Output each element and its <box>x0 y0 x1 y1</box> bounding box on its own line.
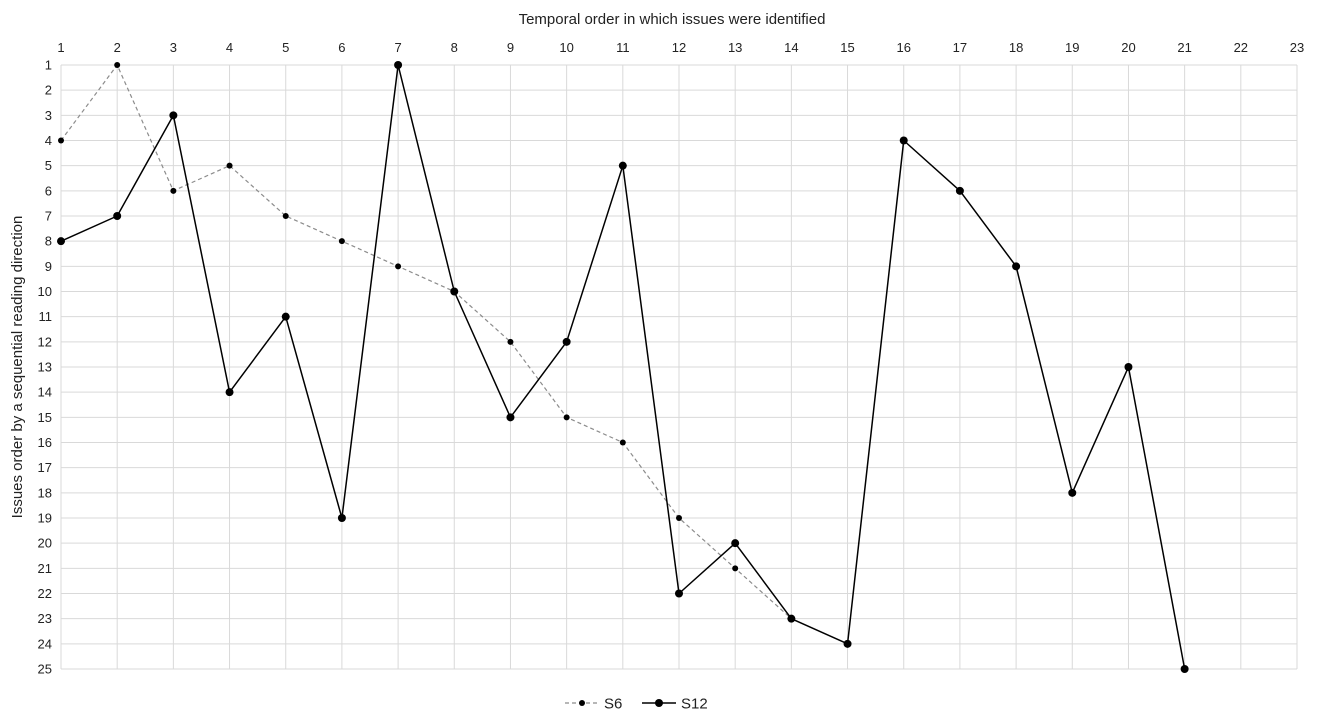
y-axis-title: Issues order by a sequential reading dir… <box>9 216 26 519</box>
data-point-s12 <box>394 61 403 69</box>
legend-marker-s6 <box>579 700 585 706</box>
data-point-s12 <box>1068 488 1077 497</box>
x-tick-label: 10 <box>559 40 573 55</box>
data-point-s12 <box>562 337 571 346</box>
data-point-s6 <box>619 439 626 446</box>
data-point-s6 <box>170 187 177 194</box>
series-lines <box>57 61 1189 673</box>
y-tick-label: 4 <box>45 133 52 148</box>
x-tick-label: 6 <box>338 40 345 55</box>
x-tick-label: 23 <box>1290 40 1304 55</box>
data-point-s12 <box>113 212 122 220</box>
y-tick-label: 18 <box>38 485 52 500</box>
y-tick-label: 5 <box>45 158 52 173</box>
x-tick-label: 19 <box>1065 40 1079 55</box>
x-tick-label: 15 <box>840 40 854 55</box>
legend-label-s12: S12 <box>681 696 708 713</box>
y-tick-label: 11 <box>39 309 53 324</box>
x-tick-label: 2 <box>114 40 121 55</box>
data-point-s12 <box>1124 363 1133 371</box>
y-tick-label: 24 <box>38 636 52 651</box>
data-point-s12 <box>1012 262 1021 271</box>
x-tick-label: 22 <box>1234 40 1248 55</box>
data-point-s6 <box>282 213 289 219</box>
legend: S6 S12 <box>565 696 708 713</box>
legend-item-s6: S6 <box>565 696 622 713</box>
y-tick-label: 19 <box>38 511 52 526</box>
x-tick-label: 8 <box>451 40 458 55</box>
data-point-s12 <box>337 514 346 522</box>
y-tick-label: 12 <box>38 334 52 349</box>
data-point-s12 <box>450 287 459 296</box>
data-point-s12 <box>506 413 515 422</box>
data-point-s6 <box>58 137 64 144</box>
y-tick-label: 6 <box>45 183 52 198</box>
data-point-s12 <box>899 136 908 145</box>
x-tick-label: 16 <box>896 40 910 55</box>
y-tick-label: 2 <box>45 83 52 98</box>
x-tick-labels: 1 2 3 4 5 6 7 8 9 10 11 12 13 14 15 16 17 18 19 20 21 22 23 <box>57 40 1304 55</box>
y-tick-label: 10 <box>38 284 52 299</box>
data-point-s12 <box>57 237 65 246</box>
x-tick-label: 5 <box>282 40 289 55</box>
y-tick-label: 8 <box>45 234 52 249</box>
y-tick-label: 17 <box>38 460 52 475</box>
y-tick-label: 1 <box>45 58 52 73</box>
legend-marker-s12 <box>655 699 663 707</box>
data-point-s12 <box>225 388 234 397</box>
y-tick-label: 21 <box>38 561 52 576</box>
x-tick-label: 1 <box>57 40 64 55</box>
x-tick-label: 18 <box>1009 40 1023 55</box>
x-tick-label: 7 <box>394 40 401 55</box>
data-point-s6 <box>226 162 233 169</box>
gridlines <box>60 64 1298 670</box>
data-point-s12 <box>787 614 796 623</box>
data-point-s12 <box>731 539 740 548</box>
x-axis-title: Temporal order in which issues were iden… <box>519 11 826 28</box>
data-point-s6 <box>338 238 345 245</box>
data-point-s12 <box>169 111 178 120</box>
series-s12 <box>57 61 1189 673</box>
x-tick-label: 9 <box>507 40 514 55</box>
y-tick-label: 13 <box>38 360 52 375</box>
y-tick-label: 15 <box>38 410 52 425</box>
data-point-s12 <box>281 312 290 321</box>
x-tick-label: 13 <box>728 40 742 55</box>
x-tick-label: 14 <box>784 40 798 55</box>
data-point-s12 <box>618 161 627 170</box>
legend-item-s12: S12 <box>642 696 708 713</box>
y-tick-labels: 1234567891011121314151617181920212223242… <box>38 58 52 677</box>
y-tick-label: 22 <box>38 586 52 601</box>
y-tick-label: 23 <box>38 611 52 626</box>
y-tick-label: 9 <box>45 259 52 274</box>
x-tick-label: 11 <box>616 40 630 55</box>
data-point-s12 <box>1180 665 1189 673</box>
data-point-s12 <box>843 639 852 648</box>
x-tick-label: 3 <box>170 40 177 55</box>
x-tick-label: 21 <box>1177 40 1191 55</box>
y-tick-label: 7 <box>45 209 52 224</box>
data-point-s6 <box>507 338 514 345</box>
data-point-s12 <box>675 589 683 598</box>
series-line-s6 <box>60 64 792 620</box>
y-tick-label: 20 <box>38 536 52 551</box>
x-tick-label: 17 <box>953 40 967 55</box>
data-point-s6 <box>676 515 682 521</box>
data-point-s6 <box>732 565 739 572</box>
y-tick-label: 3 <box>45 108 52 123</box>
data-point-s6 <box>395 263 402 270</box>
x-tick-label: 20 <box>1121 40 1135 55</box>
y-tick-label: 14 <box>38 385 52 400</box>
y-tick-label: 16 <box>38 435 52 450</box>
x-tick-label: 12 <box>672 40 686 55</box>
legend-label-s6: S6 <box>604 696 622 713</box>
y-tick-label: 25 <box>38 662 52 677</box>
data-point-s6 <box>563 414 570 421</box>
x-tick-label: 4 <box>226 40 233 55</box>
data-point-s6 <box>114 62 121 68</box>
data-point-s12 <box>955 186 964 195</box>
